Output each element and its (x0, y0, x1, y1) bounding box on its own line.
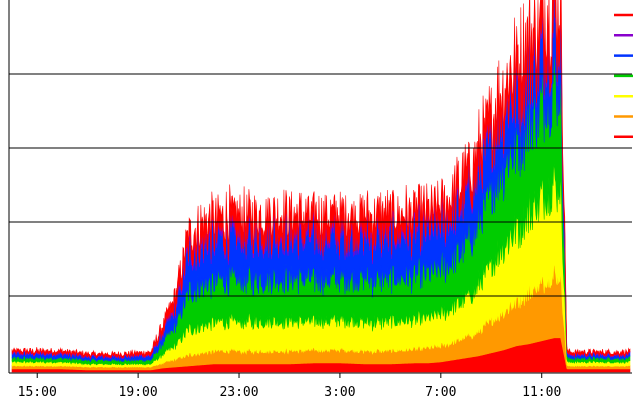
x-tick-label-1: 15:00 (18, 385, 57, 400)
x-tick-label-5: 7:00 (425, 385, 456, 400)
legend (614, 13, 633, 139)
axes (8, 0, 632, 374)
gridlines (9, 73, 632, 297)
x-tick-label-3: 23:00 (219, 385, 258, 400)
x-tick-label-2: 19:00 (119, 385, 158, 400)
area-series-group (11, 0, 631, 373)
x-axis-ticks: 15:00 19:00 23:00 3:00 7:00 11:00 (18, 373, 561, 400)
x-tick-label-6: 11:00 (522, 385, 561, 400)
x-tick-label-4: 3:00 (324, 385, 355, 400)
area-series-7 (11, 0, 631, 360)
